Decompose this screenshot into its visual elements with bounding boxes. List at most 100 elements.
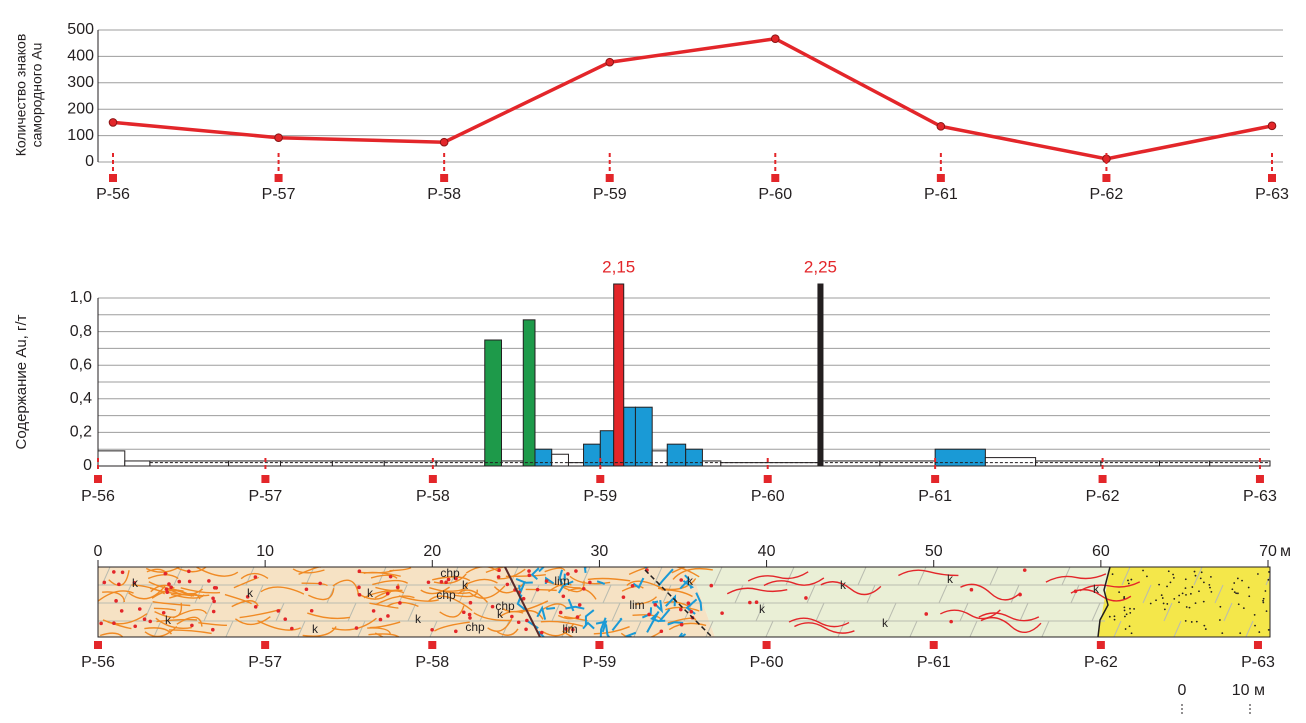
sand-dot bbox=[1128, 583, 1130, 585]
sand-dot bbox=[1198, 590, 1200, 592]
bar bbox=[1036, 461, 1101, 466]
rock-label: chp bbox=[495, 599, 515, 613]
sand-dot bbox=[1190, 593, 1192, 595]
station-label: P-57 bbox=[249, 488, 283, 505]
data-point bbox=[771, 35, 779, 43]
ore-dot bbox=[355, 626, 359, 630]
sand-dot bbox=[1186, 606, 1188, 608]
sand-dot bbox=[1235, 592, 1237, 594]
ore-dot bbox=[386, 592, 390, 596]
scale-label: 10 м bbox=[1232, 682, 1265, 699]
sand-dot bbox=[1265, 590, 1267, 592]
rock-label: k bbox=[882, 616, 889, 630]
data-point bbox=[275, 134, 283, 142]
bar bbox=[1159, 461, 1209, 466]
rock-label: lim bbox=[562, 622, 577, 636]
ore-dot bbox=[207, 579, 211, 583]
station-label: P-62 bbox=[1086, 488, 1120, 505]
sand-dot bbox=[1164, 608, 1166, 610]
station-marker bbox=[1254, 641, 1262, 649]
station-label: P-58 bbox=[415, 654, 449, 671]
ore-dot bbox=[254, 575, 258, 579]
ore-dot bbox=[117, 582, 121, 586]
sand-dot bbox=[1189, 607, 1191, 609]
ore-dot bbox=[647, 613, 651, 617]
ore-dot bbox=[121, 570, 125, 574]
station-label: P-56 bbox=[81, 488, 115, 505]
ore-dot bbox=[653, 603, 657, 607]
ore-dot bbox=[528, 574, 532, 578]
sand-dot bbox=[1112, 573, 1114, 575]
ore-dot bbox=[469, 601, 473, 605]
bar bbox=[280, 461, 332, 466]
station-label: P-59 bbox=[583, 654, 617, 671]
bar bbox=[818, 284, 823, 466]
y-axis-label: Содержание Au, г/т bbox=[13, 314, 30, 449]
y-tick-label: 0,4 bbox=[70, 390, 92, 407]
x-tick-label: 20 bbox=[423, 543, 441, 560]
sand-dot bbox=[1194, 571, 1196, 573]
data-point bbox=[109, 119, 117, 127]
sand-dot bbox=[1114, 619, 1116, 621]
station-label: P-58 bbox=[427, 186, 461, 203]
bar bbox=[485, 340, 502, 466]
ore-dot bbox=[679, 608, 683, 612]
y-tick-label: 400 bbox=[67, 48, 94, 65]
ore-dot bbox=[358, 593, 362, 597]
rock-label: k bbox=[415, 612, 422, 626]
sand-dot bbox=[1185, 594, 1187, 596]
sand-dot bbox=[1191, 621, 1193, 623]
ore-dot bbox=[576, 615, 580, 619]
rock-label: k bbox=[132, 576, 139, 590]
ore-dot bbox=[167, 582, 171, 586]
sand-dot bbox=[1205, 628, 1207, 630]
sand-dot bbox=[1203, 625, 1205, 627]
station-label: P-59 bbox=[583, 488, 617, 505]
bar bbox=[635, 407, 652, 466]
ore-dot bbox=[440, 580, 444, 584]
sand-dot bbox=[1118, 591, 1120, 593]
ore-dot bbox=[527, 569, 531, 573]
station-marker bbox=[764, 475, 772, 483]
x-tick-label: 0 bbox=[94, 543, 103, 560]
y-tick-label: 300 bbox=[67, 74, 94, 91]
sand-dot bbox=[1234, 591, 1236, 593]
ore-dot bbox=[804, 596, 808, 600]
sand-dot bbox=[1262, 602, 1264, 604]
sand-dot bbox=[1231, 588, 1233, 590]
ore-dot bbox=[709, 584, 713, 588]
ore-dot bbox=[462, 610, 466, 614]
sand-dot bbox=[1237, 592, 1239, 594]
ore-dot bbox=[430, 628, 434, 632]
sand-dot bbox=[1124, 610, 1126, 612]
ore-dot bbox=[689, 610, 693, 614]
sand-dot bbox=[1129, 612, 1131, 614]
bar bbox=[535, 449, 552, 466]
sand-dot bbox=[1166, 586, 1168, 588]
joint bbox=[1275, 585, 1283, 603]
ore-dot bbox=[164, 572, 168, 576]
sand-dot bbox=[1124, 616, 1126, 618]
station-marker bbox=[596, 475, 604, 483]
y-tick-label: 200 bbox=[67, 100, 94, 117]
sand-dot bbox=[1191, 586, 1193, 588]
station-marker bbox=[428, 641, 436, 649]
ore-dot bbox=[720, 611, 724, 615]
ore-dot bbox=[1018, 593, 1022, 597]
station-label: P-63 bbox=[1241, 654, 1275, 671]
ore-dot bbox=[290, 627, 294, 631]
ore-dot bbox=[283, 617, 287, 621]
rock-label: k bbox=[947, 572, 954, 586]
sand-dot bbox=[1185, 620, 1187, 622]
bar bbox=[624, 407, 636, 466]
x-tick-label: 70 bbox=[1259, 543, 1277, 560]
ore-dot bbox=[254, 605, 258, 609]
vein-blue bbox=[645, 551, 656, 569]
x-tick-label: 50 bbox=[925, 543, 943, 560]
ore-dot bbox=[468, 616, 472, 620]
bar bbox=[935, 449, 985, 466]
station-marker bbox=[763, 641, 771, 649]
sand-dot bbox=[1233, 582, 1235, 584]
